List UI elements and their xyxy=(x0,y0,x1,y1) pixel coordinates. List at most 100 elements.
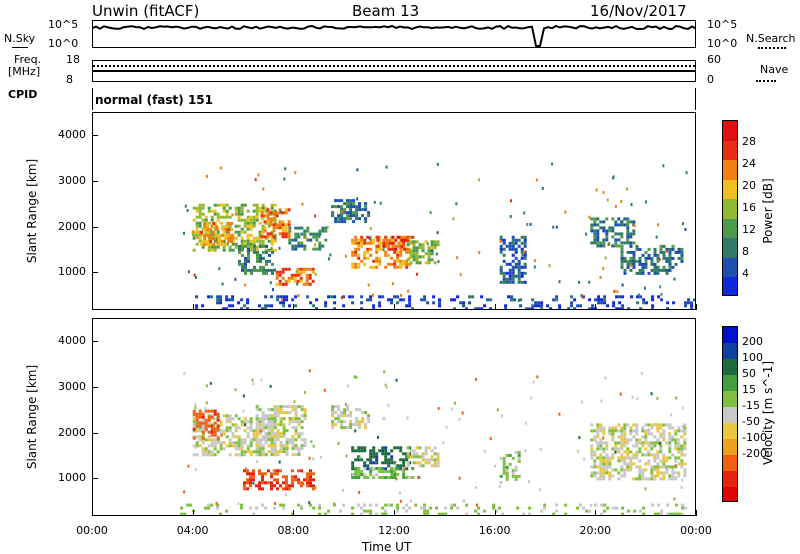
scatter-cell xyxy=(402,506,406,510)
scatter-cell xyxy=(210,503,214,507)
x-tick-mark xyxy=(293,304,295,310)
scatter-cell xyxy=(499,240,502,244)
colorbar-segment xyxy=(723,199,737,219)
scatter-cell xyxy=(258,441,262,445)
scatter-cell xyxy=(593,462,597,466)
scatter-cell xyxy=(224,243,228,246)
scatter-cell xyxy=(375,461,379,465)
scatter-cell xyxy=(657,438,660,442)
scatter-cell xyxy=(614,204,617,208)
scatter-cell xyxy=(310,440,313,444)
scatter-cell xyxy=(363,509,367,513)
scatter-cell xyxy=(213,430,217,434)
scatter-cell xyxy=(378,259,382,263)
scatter-cell xyxy=(272,288,274,292)
colorbar-tick-label: -50 xyxy=(742,415,760,428)
scatter-cell xyxy=(516,506,520,510)
scatter-cell xyxy=(405,476,409,479)
scatter-cell xyxy=(635,244,639,248)
scatter-cell xyxy=(297,469,300,473)
scatter-cell xyxy=(238,259,241,263)
scatter-cell xyxy=(462,304,466,308)
scatter-cell xyxy=(258,487,261,491)
scatter-cell xyxy=(276,487,279,491)
scatter-cell xyxy=(409,252,413,256)
y-tick-mark xyxy=(92,226,98,228)
nsky-label: N.Sky xyxy=(4,32,36,45)
scatter-cell xyxy=(346,414,350,418)
scatter-cell xyxy=(620,235,624,239)
scatter-cell xyxy=(369,470,373,473)
scatter-cell xyxy=(364,205,368,209)
scatter-cell xyxy=(668,250,672,254)
scatter-cell xyxy=(228,429,232,433)
velocity-colorbar-label: Velocity [m s^-1] xyxy=(761,360,775,465)
scatter-cell xyxy=(635,432,639,436)
scatter-cell xyxy=(415,240,419,244)
scatter-cell xyxy=(261,447,265,451)
scatter-cell xyxy=(201,245,205,249)
scatter-cell xyxy=(424,261,428,265)
scatter-cell xyxy=(331,411,335,415)
scatter-cell xyxy=(644,250,648,254)
scatter-cell xyxy=(433,261,437,265)
scatter-cell xyxy=(192,417,196,421)
scatter-cell xyxy=(546,304,550,308)
scatter-cell xyxy=(258,239,262,243)
scatter-cell xyxy=(198,424,202,428)
scatter-cell xyxy=(369,503,373,507)
x-tick-mark xyxy=(192,304,194,310)
scatter-cell xyxy=(426,242,429,246)
scatter-cell xyxy=(681,222,684,226)
scatter-cell xyxy=(331,214,335,218)
scatter-cell xyxy=(523,262,527,266)
scatter-cell xyxy=(263,214,267,218)
scatter-cell xyxy=(405,509,409,513)
scatter-cell xyxy=(267,444,271,448)
scatter-cell xyxy=(602,468,606,472)
scatter-cell xyxy=(346,408,350,412)
scatter-cell xyxy=(355,238,357,242)
scatter-cell xyxy=(308,456,311,460)
scatter-cell xyxy=(241,244,244,248)
scatter-cell xyxy=(647,271,651,275)
scatter-cell xyxy=(418,461,422,465)
scatter-cell xyxy=(382,248,385,252)
scatter-cell xyxy=(611,453,615,457)
scatter-cell xyxy=(505,477,509,481)
scatter-cell xyxy=(617,477,621,481)
scatter-cell xyxy=(201,432,205,436)
scatter-cell xyxy=(680,462,684,466)
scatter-cell xyxy=(231,435,235,439)
scatter-cell xyxy=(662,471,666,475)
scatter-cell xyxy=(653,474,657,478)
scatter-cell xyxy=(270,472,273,476)
colorbar-segment xyxy=(723,327,737,343)
scatter-cell xyxy=(194,445,197,449)
scatter-cell xyxy=(468,295,472,299)
scatter-cell xyxy=(212,225,216,228)
scatter-cell xyxy=(244,259,247,263)
scatter-cell xyxy=(215,234,219,237)
scatter-cell xyxy=(593,223,597,227)
scatter-cell xyxy=(278,208,282,212)
scatter-cell xyxy=(266,211,270,215)
scatter-cell xyxy=(291,484,294,488)
scatter-cell xyxy=(528,307,532,310)
scatter-cell xyxy=(207,438,211,442)
scatter-cell xyxy=(271,250,274,254)
scatter-cell xyxy=(613,289,616,293)
scatter-cell xyxy=(343,217,347,221)
scatter-cell xyxy=(387,452,391,456)
scatter-cell xyxy=(352,423,356,427)
scatter-cell xyxy=(396,509,400,513)
scatter-cell xyxy=(249,224,253,228)
scatter-cell xyxy=(249,233,253,237)
scatter-cell xyxy=(576,304,580,308)
scatter-cell xyxy=(261,209,265,213)
scatter-cell xyxy=(324,238,328,242)
scatter-cell xyxy=(210,415,214,419)
x-tick-mark xyxy=(595,304,597,310)
scatter-cell xyxy=(210,218,214,222)
scatter-cell xyxy=(620,250,624,254)
